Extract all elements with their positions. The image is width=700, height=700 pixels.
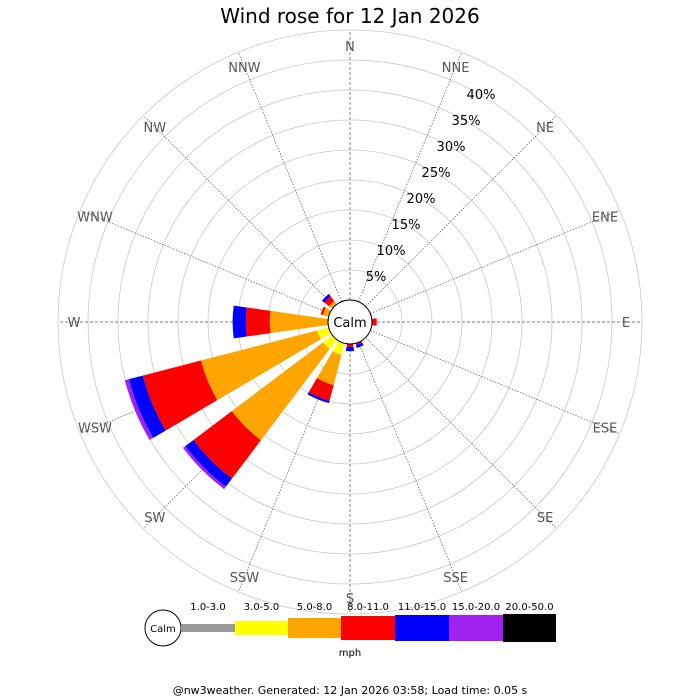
radial-tick-label: 25%	[422, 166, 451, 181]
wedge-sw-bin-3	[193, 411, 261, 479]
calm-circle	[327, 299, 373, 345]
wedge-ssw-bin-4	[307, 392, 330, 404]
chart-title: Wind rose for 12 Jan 2026	[220, 4, 480, 28]
radial-tick-label: 40%	[467, 88, 496, 103]
direction-label-wnw: WNW	[77, 210, 113, 225]
footer-text: @nw3weather. Generated: 12 Jan 2026 03:5…	[172, 684, 528, 697]
wedge-ssw-bin-2	[316, 351, 342, 386]
wedge-w-bin-3	[245, 307, 271, 337]
direction-label-e: E	[622, 316, 630, 331]
radial-tick-label: 35%	[452, 114, 481, 129]
spoke-ene	[370, 209, 620, 314]
direction-label-n: N	[345, 40, 355, 55]
wedge-wsw-bin-4	[128, 375, 166, 438]
legend-swatch	[288, 618, 341, 638]
spoke-nnw	[237, 52, 342, 302]
legend: Calm 1.0-3.0 3.0-5.0 5.0-8.0 8.0-11.0 11.0-15…	[144, 602, 556, 647]
legend-bin-label: 3.0-5.0	[244, 602, 279, 613]
wedge-wnw-bin-3	[320, 306, 326, 315]
spoke-nne	[358, 52, 463, 302]
direction-label-ssw: SSW	[230, 571, 260, 586]
wedge-sw-bin-1	[322, 335, 337, 350]
wind-wedges	[124, 293, 377, 490]
legend-bin-label: 1.0-3.0	[190, 602, 225, 613]
legend-swatch	[449, 615, 503, 641]
spoke-wnw	[80, 209, 330, 314]
grid-ring	[57, 29, 643, 615]
legend-bin-label: 11.0-15.0	[398, 602, 446, 613]
wedge-sw-bin-2	[231, 342, 330, 441]
direction-label-ese: ESE	[593, 422, 618, 437]
wedge-ssw-bin-1	[332, 340, 345, 355]
legend-swatch	[235, 621, 288, 635]
wedge-wsw-bin-1	[317, 327, 332, 340]
spoke-ne	[365, 115, 557, 307]
wedge-sse-bin-3	[355, 340, 363, 346]
radial-tick-label: 30%	[437, 140, 466, 155]
radial-tick-label: 15%	[392, 218, 421, 233]
radial-tick-label: 5%	[366, 270, 387, 285]
radial-tick-label: 20%	[407, 192, 436, 207]
legend-bin-label: 20.0-50.0	[505, 602, 553, 613]
radial-tick-label: 10%	[377, 244, 406, 259]
spoke-ese	[370, 330, 620, 435]
wedge-s-bin-3	[346, 343, 354, 348]
calm-center: Calm	[327, 299, 373, 345]
legend-bin-label: 15.0-20.0	[452, 602, 500, 613]
direction-label-nne: NNE	[442, 61, 470, 76]
spoke-nw	[143, 115, 335, 307]
wedge-wsw-bin-5	[124, 379, 154, 441]
wedge-w-bin-4	[232, 305, 247, 339]
direction-label-ne: NE	[536, 121, 554, 136]
spoke-sse	[358, 342, 463, 592]
legend-swatch	[341, 616, 395, 640]
legend-swatch	[395, 615, 449, 641]
direction-labels: N NNE NE ENE E ESE SE SSE S SSW SW WSW W WNW NW NNW	[68, 40, 631, 607]
direction-label-nnw: NNW	[228, 61, 260, 76]
direction-label-se: SE	[537, 511, 553, 526]
legend-swatch	[503, 614, 556, 642]
direction-label-ene: ENE	[592, 210, 618, 225]
wedge-wsw-bin-2	[200, 330, 321, 401]
legend-bin-label: 8.0-11.0	[347, 602, 389, 613]
direction-label-wsw: WSW	[78, 422, 112, 437]
wedge-e-bin-3	[371, 318, 377, 326]
wedge-sw-bin-4	[185, 439, 233, 487]
direction-label-sse: SSE	[443, 571, 468, 586]
direction-label-w: W	[68, 316, 81, 331]
wedge-wsw-bin-3	[142, 360, 218, 431]
wedge-sw-bin-5	[182, 446, 226, 490]
legend-bin-label: 5.0-8.0	[297, 602, 332, 613]
radial-tick-labels: 5% 10% 15% 20% 25% 30% 35% 40%	[366, 88, 496, 285]
wedge-s-bin-4	[345, 346, 355, 352]
wedge-nw-bin-2	[329, 301, 337, 309]
wedge-ssw-bin-3	[308, 378, 334, 401]
legend-swatch	[181, 624, 235, 632]
wedge-w-bin-2	[269, 310, 329, 334]
direction-label-s: S	[346, 592, 354, 607]
wedge-sse-bin-4	[355, 342, 364, 348]
legend-units: mph	[338, 648, 362, 659]
spoke-se	[365, 337, 557, 529]
direction-label-nw: NW	[144, 121, 167, 136]
calm-label: Calm	[333, 316, 366, 331]
direction-label-sw: SW	[144, 511, 165, 526]
wedge-nw-bin-3	[324, 296, 335, 307]
wedge-nw-bin-4	[321, 293, 331, 303]
legend-calm-label: Calm	[150, 624, 176, 635]
